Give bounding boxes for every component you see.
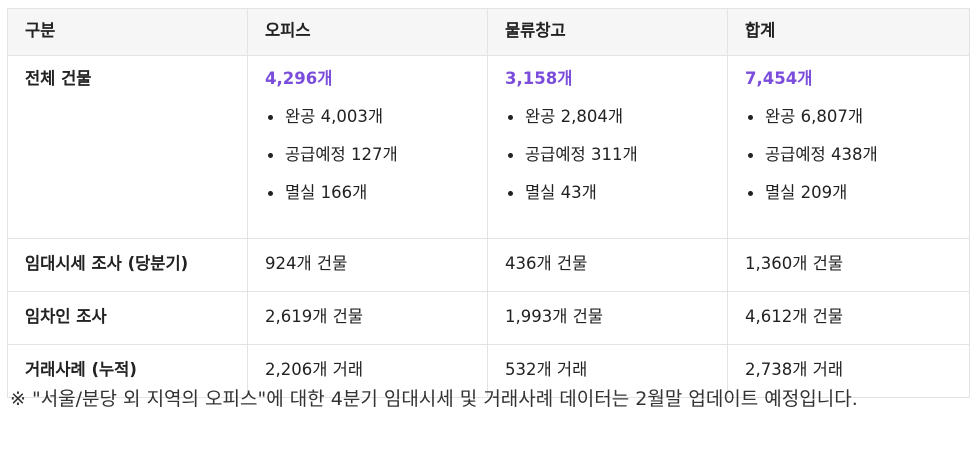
list-item-completed: 완공 2,804개 <box>505 106 710 128</box>
row-label-transactions: 거래사례 (누적) <box>7 344 248 398</box>
list-item-demolished: 멸실 209개 <box>745 182 952 204</box>
logistics-building-breakdown: 완공 2,804개 공급예정 311개 멸실 43개 <box>505 106 710 204</box>
statistics-table: 구분 오피스 물류창고 합계 전체 건물 4,296개 완공 4,003개 공급… <box>7 8 970 398</box>
cell-transactions-logistics: 532개 거래 <box>487 344 728 398</box>
cell-rent-survey-office: 924개 건물 <box>247 238 488 292</box>
header-office: 오피스 <box>247 8 488 56</box>
cell-tenant-survey-office: 2,619개 건물 <box>247 291 488 345</box>
office-building-breakdown: 완공 4,003개 공급예정 127개 멸실 166개 <box>265 106 470 204</box>
list-item-demolished: 멸실 166개 <box>265 182 470 204</box>
header-row: 구분 오피스 물류창고 합계 <box>7 8 970 56</box>
cell-tenant-survey-total: 4,612개 건물 <box>727 291 970 345</box>
footnote: ※ "서울/분당 외 지역의 오피스"에 대한 4분기 임대시세 및 거래사례 … <box>10 388 858 410</box>
table-header: 구분 오피스 물류창고 합계 <box>7 8 970 56</box>
all-building-breakdown: 완공 6,807개 공급예정 438개 멸실 209개 <box>745 106 952 204</box>
list-item-completed: 완공 4,003개 <box>265 106 470 128</box>
cell-transactions-office: 2,206개 거래 <box>247 344 488 398</box>
cell-rent-survey-total: 1,360개 건물 <box>727 238 970 292</box>
cell-buildings-office: 4,296개 완공 4,003개 공급예정 127개 멸실 166개 <box>247 55 488 239</box>
header-category: 구분 <box>7 8 248 56</box>
list-item-planned: 공급예정 311개 <box>505 144 710 166</box>
header-logistics: 물류창고 <box>487 8 728 56</box>
cell-rent-survey-logistics: 436개 건물 <box>487 238 728 292</box>
row-label-rent-survey: 임대시세 조사 (당분기) <box>7 238 248 292</box>
table-row-rent-survey: 임대시세 조사 (당분기) 924개 건물 436개 건물 1,360개 건물 <box>7 238 970 292</box>
list-item-planned: 공급예정 438개 <box>745 144 952 166</box>
all-building-total: 7,454개 <box>745 69 813 88</box>
table-body: 전체 건물 4,296개 완공 4,003개 공급예정 127개 멸실 166개… <box>7 55 970 398</box>
cell-buildings-total: 7,454개 완공 6,807개 공급예정 438개 멸실 209개 <box>727 55 970 239</box>
cell-transactions-total: 2,738개 거래 <box>727 344 970 398</box>
office-building-total: 4,296개 <box>265 69 333 88</box>
row-label-buildings: 전체 건물 <box>7 55 248 239</box>
row-label-tenant-survey: 임차인 조사 <box>7 291 248 345</box>
table-row-tenant-survey: 임차인 조사 2,619개 건물 1,993개 건물 4,612개 건물 <box>7 291 970 345</box>
logistics-building-total: 3,158개 <box>505 69 573 88</box>
list-item-planned: 공급예정 127개 <box>265 144 470 166</box>
table-row-buildings: 전체 건물 4,296개 완공 4,003개 공급예정 127개 멸실 166개… <box>7 55 970 239</box>
statistics-table-container: 구분 오피스 물류창고 합계 전체 건물 4,296개 완공 4,003개 공급… <box>7 8 970 398</box>
cell-buildings-logistics: 3,158개 완공 2,804개 공급예정 311개 멸실 43개 <box>487 55 728 239</box>
table-row-transactions: 거래사례 (누적) 2,206개 거래 532개 거래 2,738개 거래 <box>7 344 970 398</box>
cell-tenant-survey-logistics: 1,993개 건물 <box>487 291 728 345</box>
list-item-demolished: 멸실 43개 <box>505 182 710 204</box>
list-item-completed: 완공 6,807개 <box>745 106 952 128</box>
header-total: 합계 <box>727 8 970 56</box>
